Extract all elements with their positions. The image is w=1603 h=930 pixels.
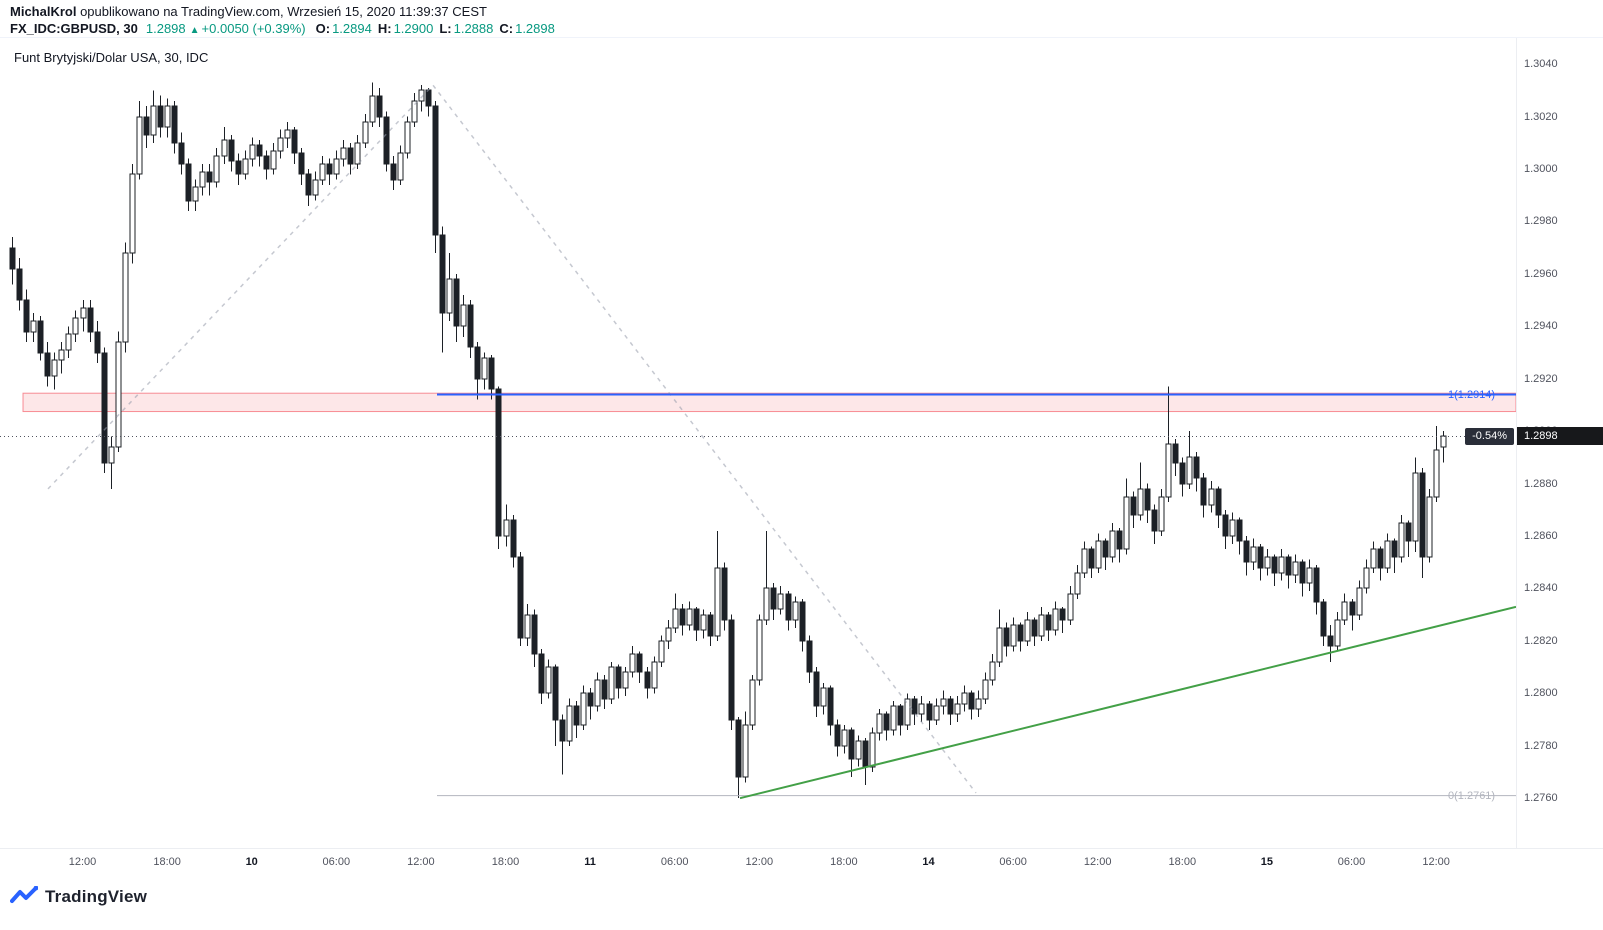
time-tick-label: 18:00 xyxy=(153,856,181,868)
low-value: 1.2888 xyxy=(453,21,494,36)
change-percent-badge: -0.54% xyxy=(1465,428,1514,446)
publish-byline: MichalKrol opublikowano na TradingView.c… xyxy=(10,4,1603,20)
support-trendline[interactable] xyxy=(739,605,1516,800)
price-tick-label: 1.2980 xyxy=(1524,215,1558,228)
header-last-price: 1.2898 xyxy=(145,21,186,36)
price-tick-label: 1.2940 xyxy=(1524,320,1558,333)
author-name: MichalKrol xyxy=(10,4,77,19)
close-label: C: xyxy=(499,21,514,36)
tradingview-wordmark: TradingView xyxy=(45,887,148,906)
price-tick-label: 1.2860 xyxy=(1524,530,1558,543)
time-scale[interactable]: 12:00 18:00 10 06:00 12:00 18:00 11 06:00 12:00 1… xyxy=(0,848,1603,878)
time-tick-label: 06:00 xyxy=(999,856,1027,868)
price-tick-label: 1.2780 xyxy=(1524,739,1558,752)
time-tick-label: 06:00 xyxy=(660,856,689,868)
resistance-zone[interactable] xyxy=(22,392,1516,413)
time-tick-label: 12:00 xyxy=(407,856,435,868)
tradingview-brand-link[interactable]: TradingView xyxy=(10,886,147,908)
fib-level-1-label: 1(1.2914) xyxy=(1448,389,1495,401)
tradingview-logo-icon xyxy=(10,886,38,903)
price-scale[interactable]: 1.2898 1.3040 1.3020 1.3000 1.2980 1.2960 1.2… xyxy=(1516,38,1603,848)
low-label: L: xyxy=(439,21,452,36)
price-chart-plot[interactable]: 1(1.2914) 0(1.2761) xyxy=(0,38,1516,848)
candles-series xyxy=(9,82,1447,799)
chart-legend: Funt Brytyjski/Dolar USA, 30, IDC xyxy=(14,50,209,65)
price-tick-label: 1.2840 xyxy=(1524,582,1558,595)
last-price-tag: 1.2898 xyxy=(1517,427,1603,446)
fib-level-0-label: 0(1.2761) xyxy=(1448,790,1495,802)
publish-header: MichalKrol opublikowano na TradingView.c… xyxy=(0,0,1603,38)
close-value: 1.2898 xyxy=(515,21,555,36)
price-tick-label: 1.2800 xyxy=(1524,687,1558,700)
time-tick-label: 06:00 xyxy=(322,856,351,868)
chart-area: 1(1.2914) 0(1.2761) Funt Brytyjski/Dolar … xyxy=(0,38,1603,848)
time-tick-label: 12:00 xyxy=(68,856,97,868)
price-tick-label: 1.2920 xyxy=(1524,372,1558,385)
price-tick-label: 1.2760 xyxy=(1524,792,1558,805)
price-tick-label: 1.3000 xyxy=(1524,163,1558,176)
up-arrow-icon: ▲ xyxy=(189,25,200,36)
price-tick-label: 1.2960 xyxy=(1524,267,1558,280)
time-tick-label: 18:00 xyxy=(1168,856,1197,868)
sketch-zigzag-line[interactable] xyxy=(47,84,977,794)
time-tick-date-label: 11 xyxy=(584,856,596,868)
price-tick-label: 1.2880 xyxy=(1524,477,1558,490)
high-value: 1.2900 xyxy=(393,21,434,36)
time-tick-date-label: 10 xyxy=(245,856,258,868)
time-tick-label: 18:00 xyxy=(830,856,858,868)
symbol-line: FX_IDC:GBPUSD, 30 1.2898 ▲ +0.0050 (+0.39%)… xyxy=(10,20,1603,39)
price-tick-label: 1.3020 xyxy=(1524,110,1558,123)
time-tick-date-label: 14 xyxy=(922,856,935,868)
time-tick-label: 12:00 xyxy=(1083,856,1112,868)
time-tick-label: 12:00 xyxy=(1422,856,1450,868)
time-tick-label: 12:00 xyxy=(745,856,774,868)
symbol-name: FX_IDC:GBPUSD, 30 xyxy=(10,21,138,36)
time-tick-label: 06:00 xyxy=(1337,856,1366,868)
time-tick-date-label: 15 xyxy=(1260,856,1274,868)
publish-info: opublikowano na TradingView.com, Wrzesie… xyxy=(76,4,487,19)
open-label: O: xyxy=(315,21,331,36)
high-label: H: xyxy=(377,21,392,36)
footer: TradingView xyxy=(0,878,1603,930)
price-change: +0.0050 (+0.39%) xyxy=(201,21,306,36)
price-tick-label: 1.2820 xyxy=(1524,634,1558,647)
time-tick-label: 18:00 xyxy=(491,856,520,868)
open-value: 1.2894 xyxy=(332,21,372,36)
price-tick-label: 1.3040 xyxy=(1524,58,1558,71)
